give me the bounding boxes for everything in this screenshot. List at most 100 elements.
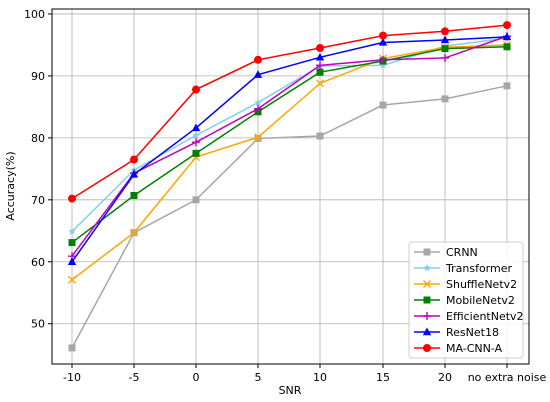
x-axis-label: SNR xyxy=(279,384,302,397)
y-tick-label: 80 xyxy=(31,132,45,145)
data-point xyxy=(192,196,200,204)
series-group xyxy=(67,21,512,352)
data-point xyxy=(68,227,76,235)
legend-label: MA-CNN-A xyxy=(446,342,503,355)
legend-entry: MobileNetv2 xyxy=(414,294,515,307)
legend-entry: ResNet18 xyxy=(414,326,499,339)
x-tick-label: 10 xyxy=(313,371,327,384)
series-ma-cnn-a xyxy=(68,21,511,203)
data-point xyxy=(192,131,200,139)
data-point xyxy=(68,344,76,352)
series-line xyxy=(71,44,508,281)
legend-entry: MA-CNN-A xyxy=(414,342,503,355)
legend-label: ShuffleNetv2 xyxy=(446,278,517,291)
data-point xyxy=(379,61,387,69)
data-point xyxy=(68,275,76,284)
series-transformer xyxy=(68,34,511,235)
series-line xyxy=(71,85,508,349)
data-point xyxy=(253,70,263,78)
legend-label: CRNN xyxy=(446,246,478,259)
series-line xyxy=(71,24,508,200)
data-point xyxy=(503,21,511,30)
data-point xyxy=(316,68,324,76)
x-tick-label: 20 xyxy=(438,371,452,384)
data-point xyxy=(67,257,77,265)
x-tick-label: 5 xyxy=(255,371,262,384)
series-line xyxy=(71,35,508,257)
legend-marker xyxy=(423,296,431,304)
data-point xyxy=(254,55,262,64)
legend-entry: CRNN xyxy=(414,246,478,259)
x-tick-label: no extra noise xyxy=(468,371,547,384)
data-point xyxy=(441,27,449,36)
series-efficientnetv2 xyxy=(68,32,511,261)
y-tick-label: 60 xyxy=(31,256,45,269)
series-line xyxy=(71,36,508,263)
legend-marker xyxy=(422,327,432,336)
data-point xyxy=(316,79,324,88)
data-point xyxy=(192,149,200,157)
legend-label: Transformer xyxy=(445,262,512,275)
data-point xyxy=(379,55,387,64)
legend-entry: Transformer xyxy=(414,262,512,275)
data-point xyxy=(130,228,138,237)
data-point xyxy=(378,37,388,46)
data-point xyxy=(130,155,138,164)
series-line xyxy=(71,46,508,244)
data-point xyxy=(68,194,76,203)
y-axis: 50 60 70 80 90 100 xyxy=(24,8,52,331)
data-point xyxy=(441,45,449,53)
x-tick-label: -10 xyxy=(63,371,81,384)
legend: CRNN Transformer ShuffleNetv2 MobileNetv2 Ef… xyxy=(408,241,524,359)
data-point xyxy=(192,138,200,147)
data-point xyxy=(441,53,449,62)
y-tick-label: 90 xyxy=(31,70,45,83)
data-point xyxy=(316,44,324,53)
data-point xyxy=(254,134,262,142)
data-point xyxy=(130,191,138,199)
legend-entry: EfficientNetv2 xyxy=(414,310,524,323)
legend-marker xyxy=(423,344,431,352)
legend-marker xyxy=(423,248,431,256)
series-line xyxy=(71,37,508,232)
legend-label: ResNet18 xyxy=(446,326,499,339)
data-point xyxy=(502,32,512,41)
y-axis-label: Accuracy(%) xyxy=(4,151,17,220)
series-resnet18 xyxy=(67,32,512,265)
legend-marker xyxy=(423,280,431,288)
data-point xyxy=(316,132,324,140)
data-point xyxy=(440,35,450,44)
data-point xyxy=(129,169,139,178)
x-tick-label: -5 xyxy=(129,371,140,384)
legend-entry: ShuffleNetv2 xyxy=(414,278,517,291)
legend-marker xyxy=(423,264,431,272)
legend-label: EfficientNetv2 xyxy=(446,310,524,323)
legend-items: CRNN Transformer ShuffleNetv2 MobileNetv2 Ef… xyxy=(414,246,524,355)
data-point xyxy=(441,95,449,103)
data-point xyxy=(503,82,511,90)
x-tick-label: 0 xyxy=(193,371,200,384)
data-point xyxy=(192,85,200,94)
data-point xyxy=(379,101,387,109)
data-point xyxy=(254,104,262,113)
data-point xyxy=(503,43,511,51)
data-point xyxy=(316,61,324,70)
series-mobilenetv2 xyxy=(68,43,511,247)
legend-box xyxy=(408,241,524,359)
grid xyxy=(52,9,529,364)
y-tick-label: 50 xyxy=(31,318,45,331)
data-point xyxy=(68,239,76,247)
legend-label: MobileNetv2 xyxy=(446,294,515,307)
x-axis: -10 -5 0 5 10 15 20 no extra noise xyxy=(63,364,547,384)
data-point xyxy=(379,31,387,40)
plot-frame xyxy=(51,8,530,365)
y-tick-label: 100 xyxy=(24,8,45,21)
data-point xyxy=(191,123,201,132)
y-tick-label: 70 xyxy=(31,194,45,207)
x-tick-label: 15 xyxy=(376,371,390,384)
data-point xyxy=(254,133,262,142)
data-point xyxy=(315,52,325,61)
legend-marker xyxy=(423,312,431,320)
data-point xyxy=(254,98,262,106)
